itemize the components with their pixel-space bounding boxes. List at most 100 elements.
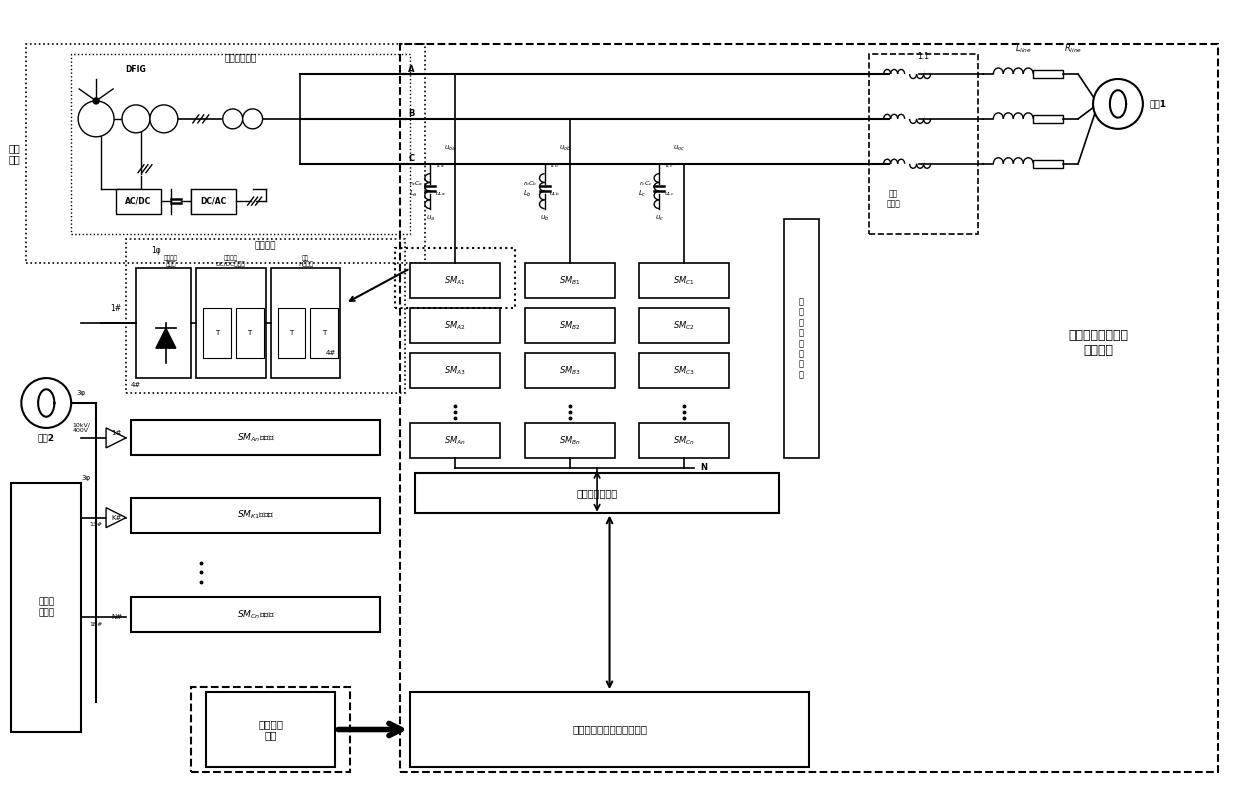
FancyBboxPatch shape	[196, 268, 265, 378]
Text: $R_{line}$: $R_{line}$	[1064, 43, 1082, 56]
Text: DC/AC: DC/AC	[201, 197, 227, 206]
Text: T: T	[290, 330, 294, 336]
Text: 4#: 4#	[326, 350, 336, 356]
FancyBboxPatch shape	[203, 308, 230, 358]
Text: $i_{Lc}$: $i_{Lc}$	[665, 161, 674, 170]
Text: 电
压
扰
动
注
入
单
元: 电 压 扰 动 注 入 单 元	[799, 297, 804, 379]
Text: 宽频带阻抗计算与监控单元: 宽频带阻抗计算与监控单元	[572, 725, 647, 734]
Text: 1:1: 1:1	[918, 52, 929, 60]
Text: 10kV/
400V: 10kV/ 400V	[72, 422, 90, 434]
Text: $SM_{A3}$: $SM_{A3}$	[444, 364, 466, 377]
Text: $r_c C_c$: $r_c C_c$	[638, 179, 653, 188]
Text: N#: N#	[112, 614, 123, 621]
Text: $u_{oc}$: $u_{oc}$	[673, 144, 685, 153]
FancyBboxPatch shape	[278, 308, 306, 358]
FancyBboxPatch shape	[410, 264, 499, 298]
Text: 3φ: 3φ	[82, 475, 90, 480]
FancyBboxPatch shape	[131, 498, 380, 533]
Text: B: B	[408, 110, 415, 118]
FancyBboxPatch shape	[639, 423, 730, 458]
Text: 耦合
变压器: 耦合 变压器	[887, 189, 901, 208]
FancyBboxPatch shape	[415, 473, 779, 513]
Text: $SM_{Bn}$: $SM_{Bn}$	[559, 434, 581, 447]
Polygon shape	[156, 328, 176, 348]
Text: 待测
系统: 待测 系统	[9, 143, 20, 164]
FancyBboxPatch shape	[525, 353, 615, 388]
Text: $u_b$: $u_b$	[540, 214, 549, 223]
Text: $SM_{B3}$: $SM_{B3}$	[559, 364, 581, 377]
Text: $r_a C_a$: $r_a C_a$	[409, 179, 422, 188]
Text: A: A	[408, 64, 415, 73]
Text: $u_{Lc}$: $u_{Lc}$	[664, 189, 675, 197]
Circle shape	[21, 378, 71, 428]
Text: K#: K#	[112, 515, 121, 521]
FancyBboxPatch shape	[525, 308, 615, 343]
Text: 4#: 4#	[131, 382, 141, 388]
FancyBboxPatch shape	[1033, 70, 1063, 78]
Text: $SM_{An}$: $SM_{An}$	[444, 434, 466, 447]
Text: $L_b$: $L_b$	[523, 189, 532, 199]
FancyBboxPatch shape	[410, 308, 499, 343]
Text: 半相
H桥模块: 半相 H桥模块	[297, 256, 313, 268]
FancyBboxPatch shape	[206, 692, 336, 767]
Text: 电网2: 电网2	[37, 434, 55, 442]
Text: $L_c$: $L_c$	[638, 189, 647, 199]
FancyBboxPatch shape	[131, 597, 380, 632]
FancyBboxPatch shape	[525, 264, 615, 298]
FancyBboxPatch shape	[270, 268, 341, 378]
Text: 光瓦级宽频带阻抗
测量装置: 光瓦级宽频带阻抗 测量装置	[1068, 329, 1127, 357]
Text: $u_c$: $u_c$	[655, 214, 664, 223]
Text: $i_{La}$: $i_{La}$	[436, 161, 445, 170]
Text: 1φ: 1φ	[151, 246, 161, 255]
Polygon shape	[107, 428, 126, 448]
Text: 风力发电设备: 风力发电设备	[224, 55, 256, 64]
Text: $SM_{A2}$: $SM_{A2}$	[444, 319, 466, 332]
FancyBboxPatch shape	[131, 420, 380, 455]
FancyBboxPatch shape	[235, 308, 264, 358]
Text: C: C	[408, 154, 414, 164]
Text: $SM_{Cn}$子模块: $SM_{Cn}$子模块	[237, 609, 275, 621]
FancyBboxPatch shape	[1033, 115, 1063, 123]
Circle shape	[121, 105, 150, 133]
Text: 1B#: 1B#	[89, 621, 103, 627]
Text: T: T	[214, 330, 219, 336]
Text: $L_a$: $L_a$	[409, 189, 418, 199]
Text: $i_{Lb}$: $i_{Lb}$	[550, 161, 559, 170]
Text: 信号处理
单元: 信号处理 单元	[258, 719, 282, 740]
Text: $SM_{B2}$: $SM_{B2}$	[559, 319, 581, 332]
Text: $SM_{C1}$: $SM_{C1}$	[674, 275, 695, 287]
Text: $L_{line}$: $L_{line}$	[1015, 43, 1032, 56]
FancyBboxPatch shape	[410, 423, 499, 458]
Text: $u_{La}$: $u_{La}$	[435, 189, 446, 197]
Text: $SM_{B1}$: $SM_{B1}$	[559, 275, 581, 287]
FancyBboxPatch shape	[116, 189, 161, 214]
Text: $SM_{An}$子模块: $SM_{An}$子模块	[237, 431, 275, 443]
FancyBboxPatch shape	[639, 264, 730, 298]
Text: $u_{oa}$: $u_{oa}$	[444, 144, 456, 153]
FancyBboxPatch shape	[784, 218, 819, 458]
Text: T: T	[322, 330, 327, 336]
FancyBboxPatch shape	[410, 692, 809, 767]
Text: $SM_{Cn}$: $SM_{Cn}$	[673, 434, 695, 447]
Text: $u_a$: $u_a$	[425, 214, 435, 223]
FancyBboxPatch shape	[525, 423, 615, 458]
Text: T: T	[248, 330, 252, 336]
FancyBboxPatch shape	[639, 353, 730, 388]
Text: 宽频带输出控制: 宽频带输出控制	[576, 488, 617, 498]
FancyBboxPatch shape	[136, 268, 191, 378]
FancyBboxPatch shape	[11, 483, 81, 732]
Circle shape	[223, 109, 243, 129]
FancyBboxPatch shape	[191, 189, 235, 214]
Circle shape	[93, 98, 99, 104]
Text: $SM_{C2}$: $SM_{C2}$	[674, 319, 695, 332]
Polygon shape	[107, 508, 126, 528]
Text: 高频隔离
DC/DC变换器: 高频隔离 DC/DC变换器	[216, 256, 245, 268]
Text: AC/DC: AC/DC	[125, 197, 151, 206]
Circle shape	[78, 101, 114, 137]
Circle shape	[150, 105, 178, 133]
Text: 功率模块: 功率模块	[255, 241, 276, 250]
Text: N: N	[701, 463, 707, 472]
Text: $u_{ob}$: $u_{ob}$	[559, 144, 571, 153]
FancyBboxPatch shape	[410, 353, 499, 388]
Text: 13#: 13#	[89, 522, 103, 527]
